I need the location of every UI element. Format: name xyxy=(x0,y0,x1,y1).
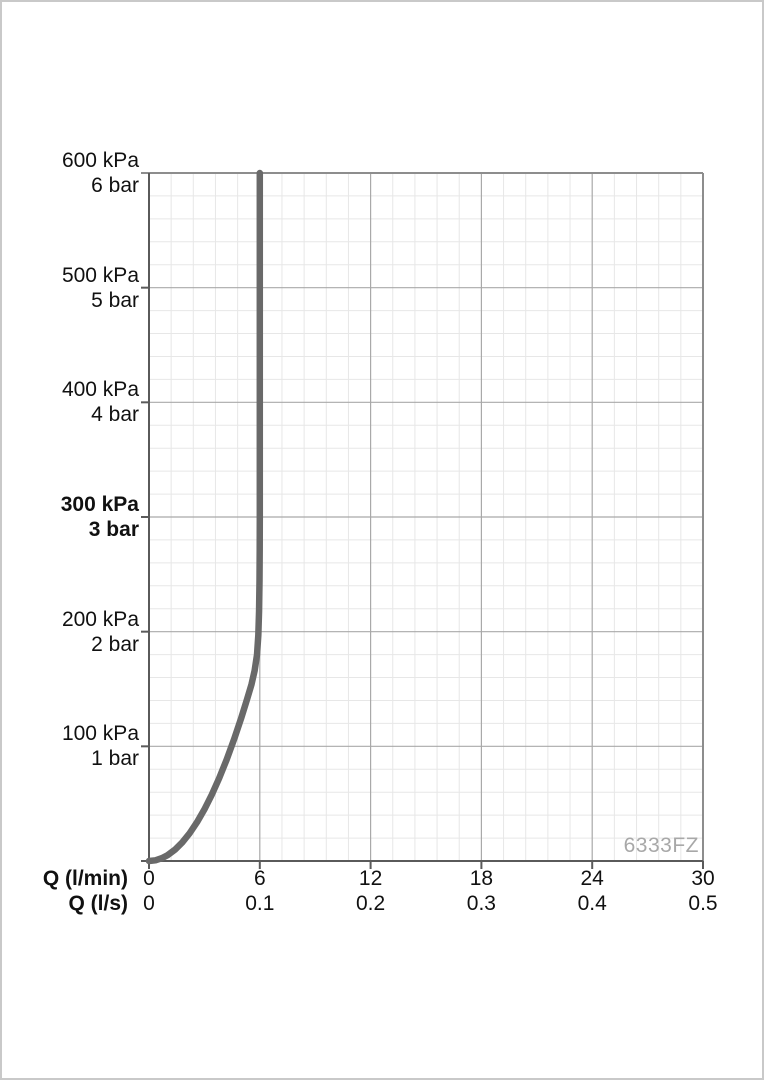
y-tick-kpa-label: 100 kPa xyxy=(61,722,139,746)
y-tick-label-100: 100 kPa 1 bar xyxy=(62,721,139,771)
x-tick-label-ls: 0.3 xyxy=(466,892,496,915)
product-code-watermark: 6333FZ xyxy=(623,834,699,857)
y-tick-label-200: 200 kPa 2 bar xyxy=(62,607,139,657)
y-tick-bar-label: 3 bar xyxy=(88,518,139,541)
x-tick-label-ls: 0 xyxy=(143,892,155,915)
x-tick-label-lmin: 12 xyxy=(358,867,383,890)
y-tick-bar-label: 4 bar xyxy=(91,403,139,427)
y-tick-bar-label: 1 bar xyxy=(91,747,139,771)
x-tick-label-ls: 0.5 xyxy=(688,892,718,915)
x-tick-label-lmin: 6 xyxy=(253,867,266,890)
x-tick-label-ls: 0.2 xyxy=(355,892,386,915)
y-tick-kpa-label: 400 kPa xyxy=(61,378,139,402)
y-tick-label-300: 300 kPa 3 bar xyxy=(61,492,139,542)
y-tick-kpa-label: 500 kPa xyxy=(61,263,139,287)
y-tick-kpa-label: 600 kPa xyxy=(61,149,139,172)
y-tick-label-400: 400 kPa 4 bar xyxy=(62,377,139,427)
y-tick-label-500: 500 kPa 5 bar xyxy=(62,263,139,313)
x-tick-label-lmin: 18 xyxy=(469,867,494,890)
y-tick-bar-label: 6 bar xyxy=(91,174,139,197)
x-tick-label-ls: 0.1 xyxy=(245,892,275,915)
flow-rate-curve xyxy=(145,169,264,865)
x-axis-title-lmin: Q (l/min) xyxy=(42,867,128,890)
x-tick-label-lmin: 0 xyxy=(143,867,155,890)
x-tick-label-ls: 0.4 xyxy=(577,892,607,915)
x-axis-title-ls: Q (l/s) xyxy=(68,892,128,915)
x-tick-label-lmin: 30 xyxy=(691,867,715,890)
y-tick-kpa-label: 300 kPa xyxy=(60,493,139,516)
y-tick-kpa-label: 200 kPa xyxy=(61,607,139,631)
x-tick-label-lmin: 24 xyxy=(580,867,604,890)
y-tick-label-600: 600 kPa 6 bar xyxy=(62,148,139,198)
y-tick-bar-label: 2 bar xyxy=(91,632,139,656)
y-tick-bar-label: 5 bar xyxy=(91,288,139,312)
